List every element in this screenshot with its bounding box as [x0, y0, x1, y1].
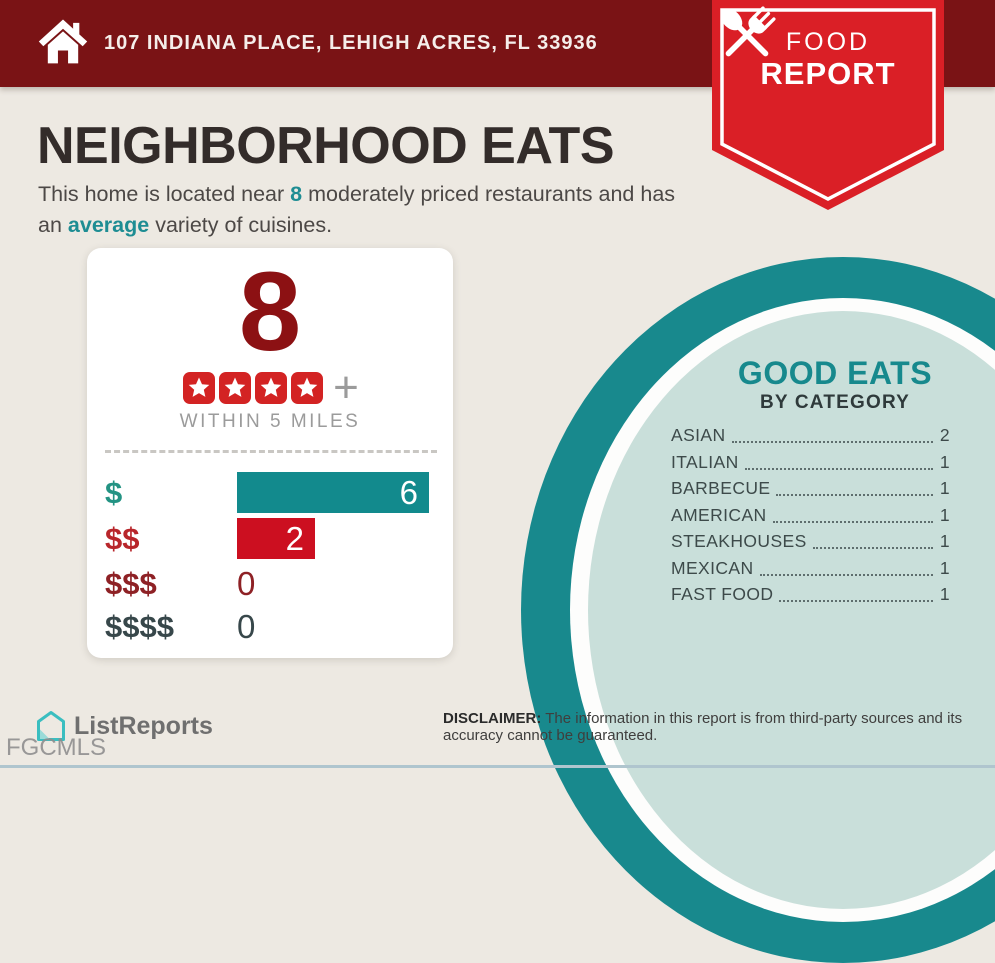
- radius-label: WITHIN 5 MILES: [179, 411, 361, 432]
- crossed-spoon-fork-icon: [720, 6, 776, 57]
- price-tier-label-4: $$$$: [105, 609, 174, 644]
- restaurant-count-highlight: 8: [290, 182, 303, 206]
- disclaimer: DISCLAIMER: The information in this repo…: [443, 710, 991, 744]
- list-item: AMERICAN 1: [671, 505, 950, 526]
- page-title: NEIGHBORHOOD EATS: [37, 117, 615, 175]
- star-icon: [183, 372, 216, 404]
- category-count: 1: [939, 504, 950, 525]
- house-icon: [38, 19, 88, 64]
- dotted-leader: [779, 600, 933, 602]
- good-eats-subtitle: BY CATEGORY: [759, 392, 911, 413]
- bottom-edge-strip: [0, 765, 995, 768]
- star-icon: [219, 372, 252, 404]
- category-count: 1: [939, 584, 950, 604]
- category-name: AMERICAN: [671, 504, 767, 525]
- category-name: ASIAN: [671, 425, 726, 445]
- plus-sign: +: [333, 363, 359, 412]
- list-item: ASIAN 2: [671, 425, 950, 446]
- dotted-leader: [776, 494, 933, 496]
- list-item: ITALIAN 1: [671, 452, 950, 473]
- dotted-leader: [812, 547, 933, 549]
- price-tier-value-3: 0: [237, 565, 256, 602]
- price-tier-value-2: 2: [285, 519, 304, 557]
- star-rating: +: [87, 363, 453, 412]
- category-count: 1: [939, 531, 950, 551]
- list-item: FAST FOOD 1: [671, 584, 950, 605]
- mls-watermark: FGCMLS: [6, 734, 107, 761]
- category-list: ASIAN 2 ITALIAN 1 BARBECUE 1 AMERICAN 1 …: [671, 425, 950, 615]
- price-tier-value-1: 6: [399, 473, 418, 511]
- category-name: ITALIAN: [671, 451, 739, 472]
- summary-text-3: variety of cuisines.: [155, 213, 333, 237]
- price-tier-bar-1: 6: [237, 472, 429, 513]
- dotted-leader: [772, 520, 933, 523]
- restaurant-count: 8: [238, 249, 302, 374]
- category-name: BARBECUE: [671, 478, 771, 498]
- disclaimer-label: DISCLAIMER:: [443, 710, 542, 727]
- price-tier-label-3: $$$: [105, 566, 157, 601]
- price-tier-label-2: $$: [105, 521, 140, 556]
- summary-sentence: This home is located near 8 moderately p…: [38, 179, 693, 241]
- disclaimer-text: The information in this report is from t…: [443, 710, 963, 744]
- listreports-house-icon: [37, 711, 65, 741]
- badge-title-line2: REPORT: [760, 56, 896, 91]
- category-count: 1: [939, 557, 950, 578]
- property-address: 107 INDIANA PLACE, LEHIGH ACRES, FL 3393…: [104, 32, 598, 54]
- summary-text-2: moderately priced restaurants and has an: [38, 182, 676, 237]
- variety-highlight: average: [67, 213, 150, 237]
- category-count: 1: [939, 451, 950, 472]
- dotted-leader: [759, 573, 933, 576]
- category-name: MEXICAN: [671, 557, 754, 578]
- dotted-leader: [744, 467, 933, 470]
- price-tier-bar-2: 2: [237, 518, 315, 559]
- restaurant-stat-card: 8 + WITHIN 5 MILES $ 6 $$ 2 $$$ 0 $$$$ 0: [87, 248, 453, 658]
- category-name: STEAKHOUSES: [671, 531, 807, 551]
- summary-text-1: This home is located near: [38, 182, 285, 206]
- badge-title-line1: FOOD: [785, 28, 871, 56]
- category-count: 1: [939, 478, 950, 498]
- star-icon: [255, 372, 288, 404]
- listreports-logo: ListReports: [36, 710, 213, 742]
- price-tier-label-1: $: [105, 475, 123, 510]
- badge-pennant-shape: [712, 0, 944, 210]
- food-report-badge: FOOD REPORT: [712, 0, 944, 214]
- list-item: STEAKHOUSES 1: [671, 531, 950, 552]
- category-count: 2: [939, 425, 950, 445]
- dotted-leader: [731, 441, 933, 443]
- price-tier-value-4: 0: [237, 608, 256, 645]
- category-name: FAST FOOD: [671, 584, 774, 604]
- list-item: MEXICAN 1: [671, 558, 950, 579]
- list-item: BARBECUE 1: [671, 478, 950, 499]
- star-icon: [291, 372, 324, 404]
- listreports-wordmark: ListReports: [74, 711, 213, 740]
- good-eats-title: GOOD EATS: [737, 355, 933, 391]
- dashed-divider: [105, 450, 437, 453]
